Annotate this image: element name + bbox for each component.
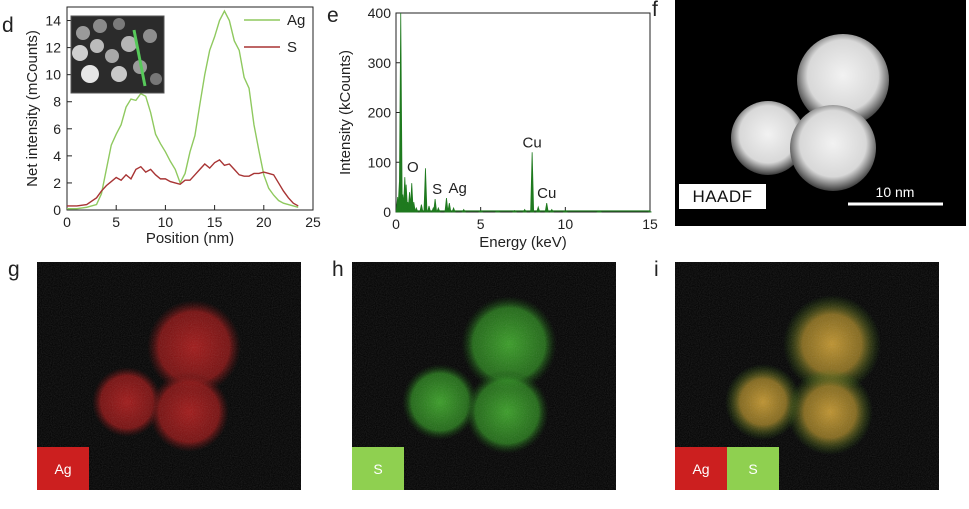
x-tick-label: 5 — [477, 216, 485, 232]
scale-bar-label: 10 nm — [875, 184, 915, 200]
y-tick-label: 0 — [53, 202, 61, 218]
panel-letter-f: f — [652, 0, 658, 21]
overlay-elemental-map: Ag S — [675, 262, 939, 490]
x-tick-label: 15 — [642, 216, 658, 232]
x-tick-label: 25 — [305, 214, 321, 230]
overlay-ag-legend-text: Ag — [692, 460, 710, 477]
series-line-s — [67, 159, 299, 207]
spectrum-peak — [398, 12, 403, 213]
nanoparticle-bottom — [790, 105, 876, 191]
y-tick-label: 10 — [45, 67, 61, 83]
overlay-s-legend-tag: S — [727, 447, 779, 490]
peak-label: S — [432, 181, 442, 198]
y-tick-label: 0 — [383, 204, 391, 220]
panel-letter-d: d — [2, 14, 14, 37]
panel-letter-e: e — [327, 4, 339, 27]
ag-legend-text: Ag — [54, 460, 72, 477]
spectrum-peak — [411, 201, 416, 213]
s-legend-text: S — [373, 460, 383, 477]
y-axis-label: Net intensity (mCounts) — [24, 30, 41, 187]
x-tick-label: 10 — [558, 216, 574, 232]
chart-legend: Ag S — [244, 12, 305, 56]
x-tick-label: 20 — [256, 214, 272, 230]
legend-label: Ag — [287, 12, 305, 29]
eds-spectrum-chart: 0 5 10 15 0 100 200 300 400 OS Ag Cu Cu Energy (keV… — [337, 5, 658, 251]
y-tick-label: 14 — [45, 13, 61, 29]
spectrum-peak — [423, 168, 428, 213]
peak-label: Cu — [537, 185, 556, 202]
spectrum-peak — [530, 152, 535, 213]
nanoparticle-top — [797, 34, 889, 126]
peak-label: O — [407, 159, 419, 176]
nanoparticle-left — [731, 101, 805, 175]
y-tick-label: 100 — [368, 154, 392, 170]
x-axis-label: Energy (keV) — [479, 234, 567, 251]
peak-label: Ag — [448, 180, 466, 197]
y-tick-label: 12 — [45, 40, 61, 56]
spectrum-peak — [444, 198, 449, 213]
x-tick-label: 0 — [392, 216, 400, 232]
panel-letter-g: g — [8, 258, 20, 281]
ag-legend-tag: Ag — [37, 447, 89, 490]
overlay-ag-legend-tag: Ag — [675, 447, 727, 490]
panel-letter-i: i — [654, 258, 659, 281]
spectrum-peak — [409, 183, 414, 213]
spectrum-peak — [419, 204, 424, 213]
s-legend-tag: S — [352, 447, 404, 490]
y-tick-label: 6 — [53, 121, 61, 137]
x-axis-label: Position (nm) — [146, 230, 234, 247]
spectrum-peak — [433, 199, 438, 213]
legend-label: S — [287, 39, 297, 56]
y-tick-label: 300 — [368, 55, 392, 71]
haadf-label: HAADF — [679, 184, 766, 209]
x-tick-label: 15 — [207, 214, 223, 230]
s-elemental-map: S — [352, 262, 616, 490]
chart-frame — [66, 6, 314, 211]
y-tick-label: 8 — [53, 94, 61, 110]
spectrum-peak — [544, 202, 549, 213]
y-tick-label: 2 — [53, 175, 61, 191]
x-tick-label: 10 — [158, 214, 174, 230]
spectrum-peak — [447, 202, 452, 213]
series-line-ag — [67, 9, 299, 210]
y-tick-label: 200 — [368, 105, 392, 121]
line-profile-chart: 0 5 10 15 20 25 0 2 4 6 8 10 12 14 Position (nm) Net … — [24, 6, 321, 247]
ag-elemental-map: Ag — [37, 262, 301, 490]
x-tick-label: 5 — [112, 214, 120, 230]
x-tick-label: 0 — [63, 214, 71, 230]
panel-letter-h: h — [332, 258, 344, 281]
line-scan-inset — [70, 15, 165, 94]
haadf-image: HAADF 10 nm — [675, 0, 966, 226]
peak-label: Cu — [523, 134, 542, 151]
y-tick-label: 400 — [368, 5, 392, 21]
y-axis-label: Intensity (kCounts) — [337, 50, 354, 175]
overlay-s-legend-text: S — [748, 460, 758, 477]
y-tick-label: 4 — [53, 148, 61, 164]
